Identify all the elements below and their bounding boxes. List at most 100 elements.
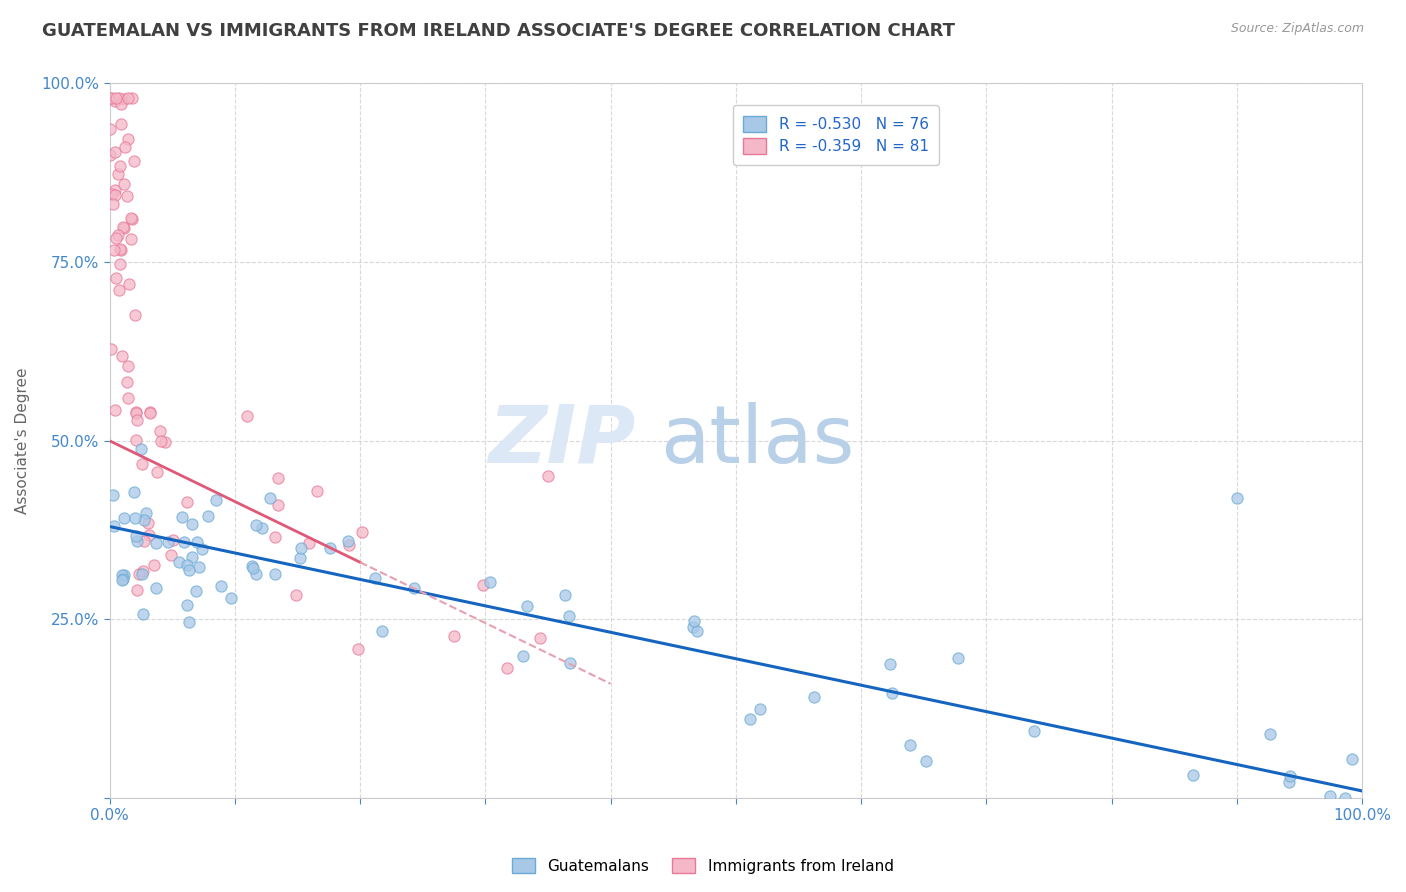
Point <box>1226 491 1249 505</box>
Point <box>172 510 194 524</box>
Point <box>125 433 148 447</box>
Point <box>117 391 139 405</box>
Point <box>112 220 135 235</box>
Point <box>132 513 155 527</box>
Point <box>267 498 290 512</box>
Point <box>104 94 127 108</box>
Point <box>1024 724 1046 739</box>
Point <box>162 533 184 547</box>
Point <box>117 132 139 146</box>
Y-axis label: Associate's Degree: Associate's Degree <box>15 368 30 514</box>
Point <box>128 567 150 582</box>
Point <box>117 91 139 105</box>
Point <box>184 583 207 598</box>
Point <box>803 690 825 705</box>
Point <box>250 521 273 535</box>
Point <box>138 528 160 542</box>
Point <box>560 656 582 670</box>
Point <box>111 567 134 582</box>
Point <box>103 196 125 211</box>
Text: Source: ZipAtlas.com: Source: ZipAtlas.com <box>1230 22 1364 36</box>
Point <box>337 538 360 552</box>
Point <box>266 471 288 485</box>
Point <box>242 558 264 573</box>
Point <box>111 573 134 587</box>
Point <box>245 518 267 533</box>
Point <box>124 511 146 525</box>
Point <box>1278 774 1301 789</box>
Point <box>108 283 131 297</box>
Point <box>103 519 125 533</box>
Point <box>1334 791 1357 805</box>
Point <box>98 148 121 162</box>
Point <box>495 661 517 675</box>
Point <box>298 536 321 550</box>
Point <box>472 578 495 592</box>
Point <box>101 187 124 202</box>
Point <box>1258 727 1281 741</box>
Point <box>404 581 426 595</box>
Point <box>121 91 143 105</box>
Point <box>122 485 145 500</box>
Point <box>117 189 139 203</box>
Point <box>219 591 242 605</box>
Point <box>124 308 146 322</box>
Point <box>1279 769 1302 783</box>
Point <box>205 492 228 507</box>
Point <box>118 277 141 292</box>
Point <box>117 359 139 373</box>
Point <box>948 651 970 665</box>
Point <box>115 375 138 389</box>
Point <box>103 243 125 257</box>
Point <box>558 608 581 623</box>
Point <box>131 567 153 582</box>
Point <box>370 624 392 639</box>
Point <box>181 517 204 532</box>
Point <box>110 243 132 257</box>
Point <box>132 564 155 578</box>
Text: ZIP: ZIP <box>488 401 636 480</box>
Point <box>112 178 135 192</box>
Point <box>156 534 179 549</box>
Point <box>900 738 922 752</box>
Point <box>179 615 201 629</box>
Point <box>346 642 368 657</box>
Point <box>110 117 132 131</box>
Point <box>110 159 132 173</box>
Point <box>104 188 127 202</box>
Point <box>120 211 142 225</box>
Point <box>242 561 264 575</box>
Point <box>181 550 204 565</box>
Point <box>107 168 129 182</box>
Point <box>236 409 259 423</box>
Point <box>319 541 342 556</box>
Point <box>111 349 134 363</box>
Point <box>682 620 704 634</box>
Point <box>350 524 373 539</box>
Point <box>132 607 155 621</box>
Point <box>112 510 135 524</box>
Point <box>98 122 121 136</box>
Point <box>110 97 132 112</box>
Point <box>177 564 200 578</box>
Legend: R = -0.530   N = 76, R = -0.359   N = 81: R = -0.530 N = 76, R = -0.359 N = 81 <box>733 105 939 165</box>
Point <box>259 491 281 506</box>
Point <box>112 92 135 106</box>
Point <box>105 91 128 105</box>
Point <box>149 424 172 438</box>
Point <box>159 548 181 562</box>
Point <box>190 541 212 556</box>
Point <box>104 271 127 285</box>
Point <box>120 232 142 246</box>
Point <box>108 257 131 271</box>
Point <box>188 559 211 574</box>
Point <box>110 242 132 256</box>
Point <box>479 574 502 589</box>
Point <box>529 631 551 645</box>
Point <box>686 624 709 638</box>
Point <box>1319 789 1341 804</box>
Point <box>149 434 172 449</box>
Point <box>186 535 208 549</box>
Point <box>129 442 152 457</box>
Point <box>914 754 936 768</box>
